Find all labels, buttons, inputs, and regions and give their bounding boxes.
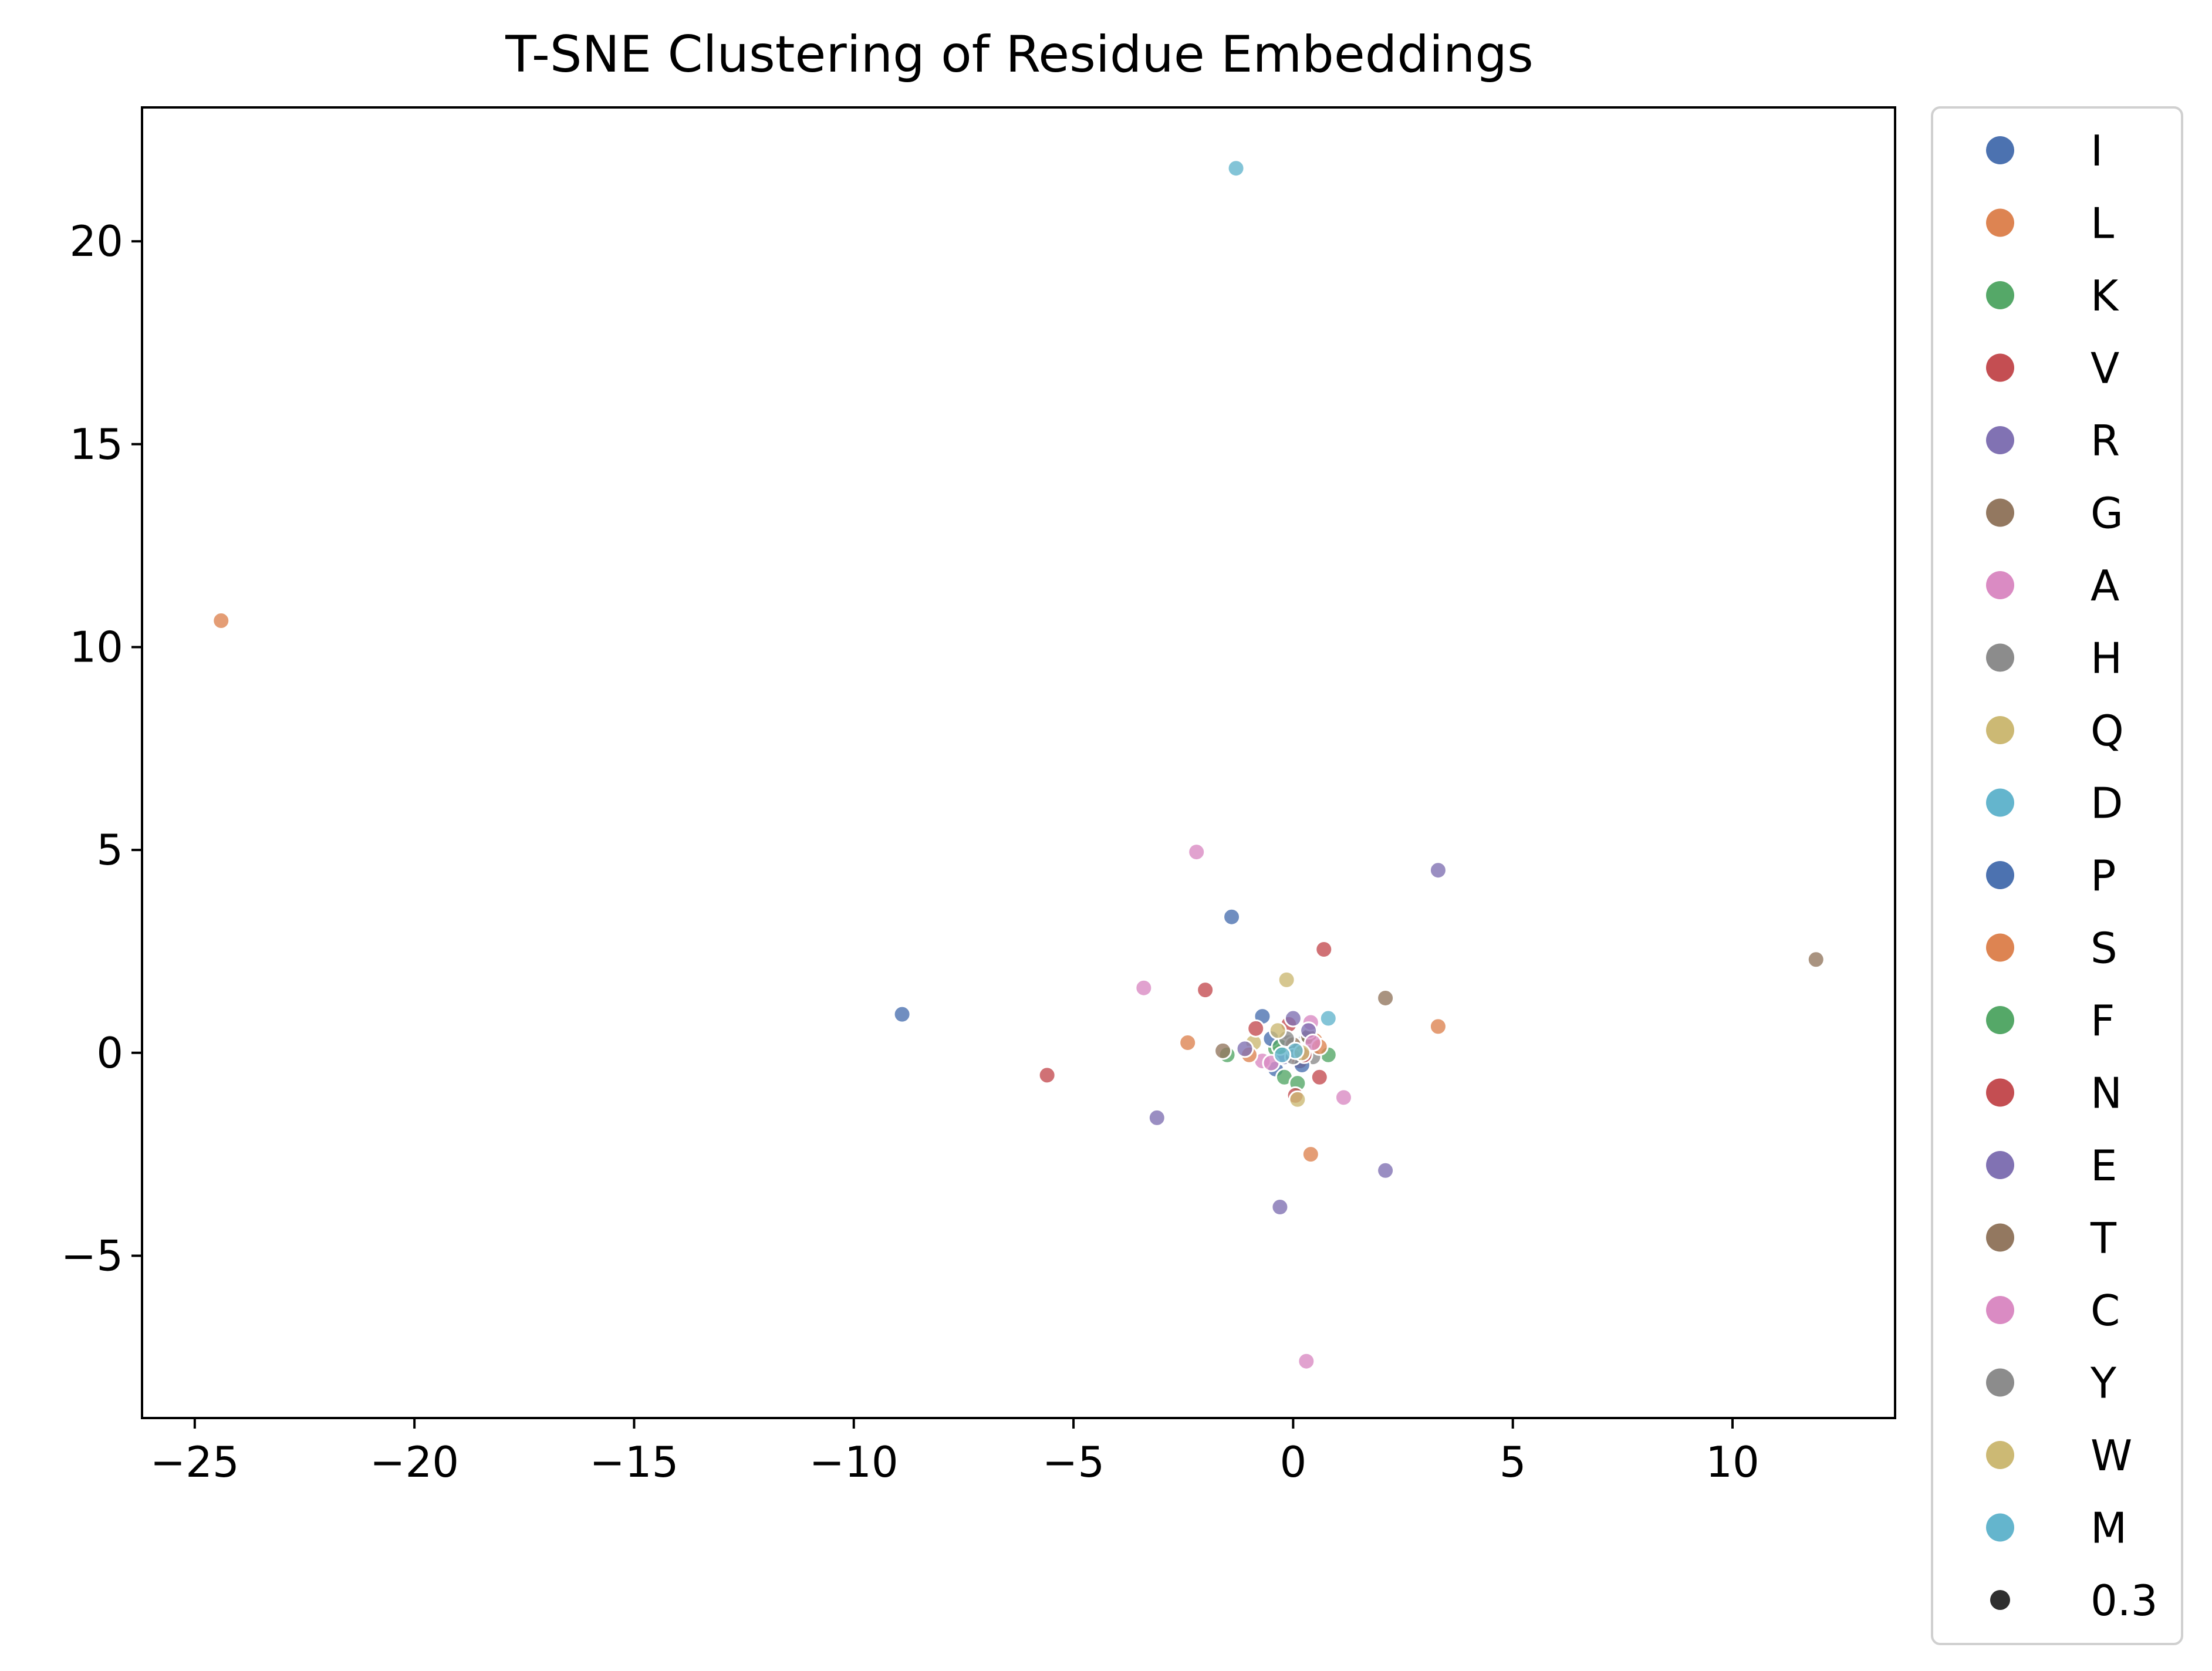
legend-marker [1986,933,2014,962]
x-tick-label: −15 [589,1437,678,1487]
legend-label: P [2091,851,2116,900]
point-Q [1288,1090,1307,1109]
point-V [1196,981,1215,1000]
x-tick-label: −25 [150,1437,239,1487]
point-D [1319,1009,1338,1028]
point-A [1334,1088,1353,1107]
legend-label: T [2090,1214,2117,1263]
x-tick-label: −5 [1042,1437,1105,1487]
legend-size-marker [1990,1590,2010,1610]
y-tick-label: 10 [69,622,123,671]
point-T [1214,1041,1232,1060]
legend-label: V [2091,344,2119,393]
point-G [1806,950,1825,969]
legend-marker [1986,281,2014,309]
point-A [1134,978,1153,997]
point-Q [1277,970,1296,989]
legend-label: R [2091,416,2120,465]
legend-marker [1986,716,2014,744]
point-A [1187,843,1206,862]
point-R [1376,1161,1395,1180]
legend-label: D [2091,779,2123,828]
chart-title: T-SNE Clustering of Residue Embeddings [505,25,1534,84]
point-R [1271,1198,1289,1217]
legend-frame [1931,106,2183,1645]
point-V [1310,1068,1329,1086]
legend-marker [1986,1078,2014,1107]
legend-label: N [2091,1069,2122,1118]
legend-marker [1986,643,2014,672]
legend-marker [1986,788,2014,817]
points-layer [212,159,1825,1370]
plot-area [142,107,1895,1418]
legend-label: K [2091,271,2119,320]
legend-marker [1986,1441,2014,1469]
point-L [1428,1017,1447,1036]
legend-marker [1986,861,2014,889]
point-R [1284,1009,1302,1028]
legend-marker [1986,208,2014,237]
legend-label: I [2091,126,2103,175]
legend-label: L [2091,199,2114,248]
plot-frame [141,106,1896,1419]
point-L [1301,1145,1320,1164]
x-tick-label: 10 [1706,1437,1760,1487]
legend-label: G [2091,489,2123,538]
legend-marker [1986,353,2014,382]
legend-label: S [2091,924,2118,973]
y-tick-label: 20 [69,217,123,266]
axes-layer: −25 −20 −15 −10 −5 0 5 10 −5 0 5 10 15 20 [61,217,1760,1487]
legend-label: M [2091,1504,2127,1553]
legend-label: Y [2090,1359,2117,1408]
point-L [212,612,231,630]
point-V [1038,1066,1056,1085]
point-W [1268,1021,1287,1040]
point-M [1273,1045,1292,1064]
legend-label: W [2091,1431,2132,1480]
legend-label: C [2091,1286,2120,1335]
point-G [1376,988,1395,1007]
legend-marker [1986,136,2014,164]
legend-marker [1986,498,2014,527]
y-tick-label: 0 [96,1028,123,1078]
x-tick-label: −10 [809,1437,899,1487]
legend-label: F [2091,996,2115,1045]
point-N [1247,1019,1265,1038]
legend-marker [1986,1513,2014,1542]
legend-label: H [2091,634,2122,683]
x-tick-label: 5 [1500,1437,1527,1487]
legend-label: Q [2091,706,2124,755]
x-tick-label: 0 [1279,1437,1306,1487]
legend-label: E [2091,1141,2118,1190]
y-tick-label: 15 [69,420,123,469]
point-I [1222,907,1241,926]
legend-label: A [2091,561,2119,610]
point-A [1297,1352,1316,1370]
y-tick-label: 5 [96,825,123,875]
y-tick-label: −5 [61,1231,123,1280]
point-L [1178,1034,1197,1052]
legend-marker [1986,1006,2014,1034]
point-I [893,1005,911,1024]
legend-marker [1986,426,2014,454]
legend-marker [1986,571,2014,599]
legend-size-label: 0.3 [2091,1576,2158,1625]
point-E [1235,1039,1254,1058]
legend-marker [1986,1368,2014,1397]
point-R [1428,861,1447,880]
legend-marker [1986,1296,2014,1324]
point-V [1315,940,1333,959]
legend-marker [1986,1151,2014,1179]
x-tick-label: −20 [370,1437,459,1487]
point-C [1303,1034,1322,1052]
point-D [1227,159,1245,178]
legend-marker [1986,1223,2014,1252]
point-R [1147,1108,1166,1127]
